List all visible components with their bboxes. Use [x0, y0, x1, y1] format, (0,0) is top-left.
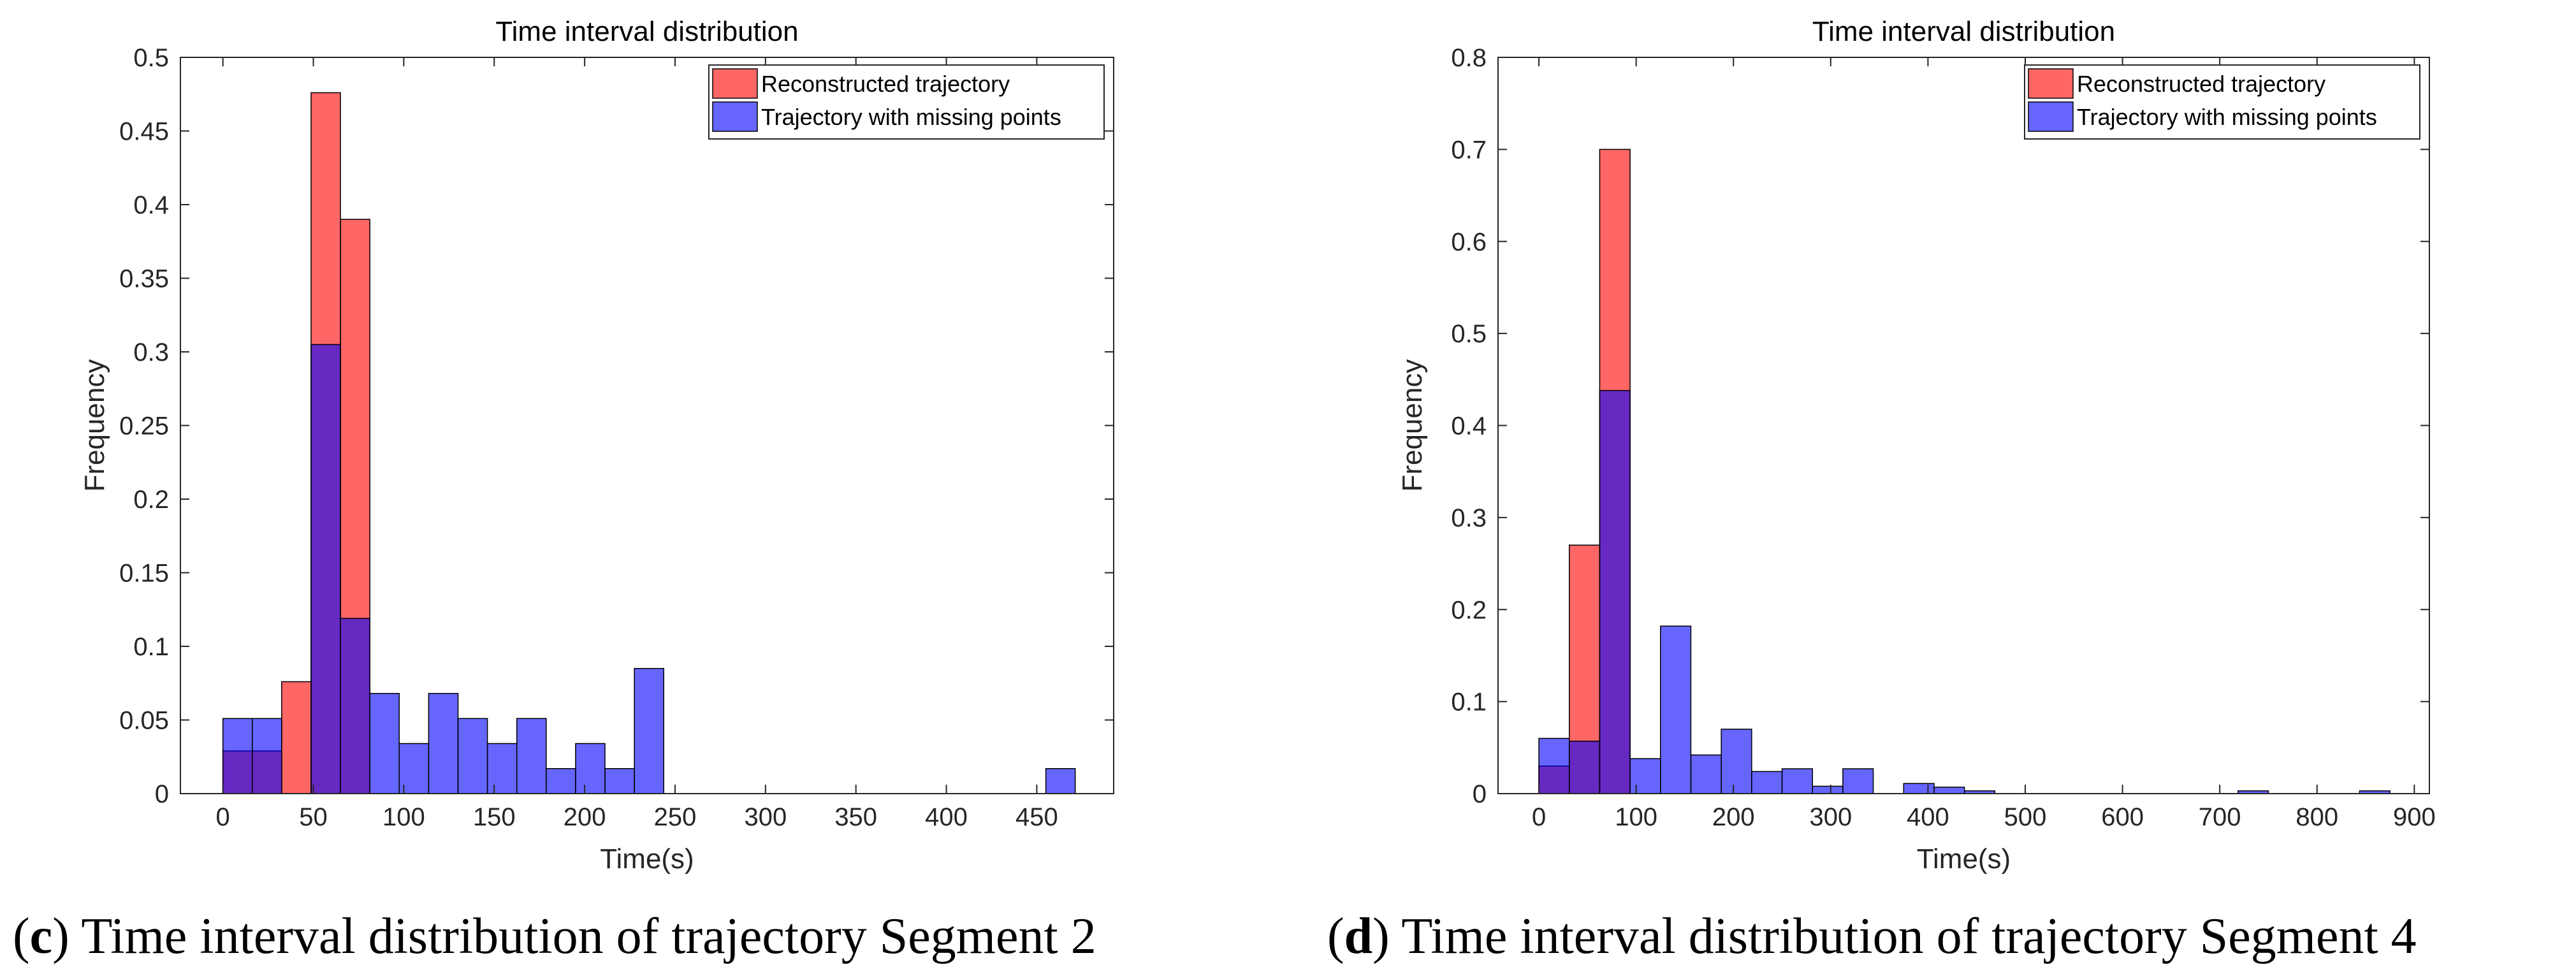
x-tick-label: 100: [382, 803, 425, 831]
caption-part: d: [1344, 908, 1373, 964]
bar: [1045, 767, 1076, 794]
caption: (d) Time interval distribution of trajec…: [1327, 908, 2417, 964]
bar: [1538, 738, 1570, 794]
legend-label: Reconstructed trajectory: [761, 71, 1010, 97]
y-tick-label: 0.2: [133, 486, 169, 514]
y-axis-label: Frequency: [79, 360, 110, 492]
x-tick-label: 400: [925, 803, 968, 831]
y-tick-label: 0.5: [1451, 320, 1487, 348]
y-tick-label: 0: [1473, 780, 1487, 808]
plot-area: [1498, 57, 2429, 794]
chart: 0 50 100 150 200 250 300 350 400 450 0 0.05 0.1 0.15 0…: [13, 16, 1114, 964]
y-tick-label: 0.7: [1451, 136, 1487, 164]
bar: [457, 718, 488, 794]
y-tick-label: 0.05: [119, 707, 169, 735]
x-tick-label: 500: [2004, 803, 2047, 831]
y-tick-label: 0.4: [133, 191, 169, 219]
caption-part: (: [13, 908, 30, 964]
bar: [281, 681, 312, 794]
bar: [1933, 787, 1965, 794]
caption-part: c: [30, 908, 53, 964]
bar: [1842, 768, 1874, 794]
legend-label: Reconstructed trajectory: [2077, 71, 2325, 97]
legend-box: [2024, 64, 2420, 140]
y-axis-label: Frequency: [1397, 360, 1428, 492]
bar: [516, 718, 547, 794]
y-tick-label: 0.1: [133, 633, 169, 661]
bar: [575, 743, 606, 794]
caption-part: ) Time interval distribution of trajecto…: [1372, 908, 2417, 964]
legend-label: Trajectory with missing points: [761, 104, 1061, 130]
bar: [428, 693, 459, 794]
y-tick-label: 0.35: [119, 265, 169, 293]
y-tick-label: 0.3: [133, 338, 169, 367]
caption-part: (: [1327, 908, 1344, 964]
legend: Reconstructed trajectory Trajectory with …: [2024, 64, 2420, 140]
x-tick-label: 300: [744, 803, 787, 831]
bar: [252, 718, 282, 794]
x-tick-label: 0: [216, 803, 230, 831]
x-tick-label: 250: [654, 803, 697, 831]
x-tick-label: 150: [473, 803, 516, 831]
x-tick-label: 200: [1712, 803, 1755, 831]
bar: [1721, 729, 1752, 794]
bar: [1629, 758, 1661, 794]
x-tick-label: 450: [1015, 803, 1058, 831]
bar: [369, 693, 400, 794]
bar: [1569, 740, 1601, 794]
bar: [310, 344, 341, 794]
y-tick-label: 0.1: [1451, 688, 1487, 716]
x-tick-label: 300: [1809, 803, 1852, 831]
y-tick-label: 0.4: [1451, 412, 1487, 440]
y-tick-label: 0.6: [1451, 228, 1487, 256]
bar: [486, 743, 518, 794]
x-tick-label: 0: [1532, 803, 1546, 831]
legend-swatch: [2028, 68, 2074, 99]
bar: [604, 767, 635, 794]
x-tick-label: 100: [1615, 803, 1657, 831]
legend-swatch: [2028, 101, 2074, 132]
bar: [546, 767, 576, 794]
caption-part: ) Time interval distribution of trajecto…: [52, 908, 1096, 964]
y-tick-label: 0.3: [1451, 504, 1487, 532]
chart-title: Time interval distribution: [1812, 16, 2115, 47]
caption: (c) Time interval distribution of trajec…: [13, 908, 1096, 964]
y-tick-label: 0.25: [119, 412, 169, 440]
bar: [1903, 783, 1935, 794]
legend: Reconstructed trajectory Trajectory with …: [708, 64, 1105, 140]
x-tick-label: 600: [2101, 803, 2144, 831]
y-tick-label: 0.15: [119, 560, 169, 588]
x-tick-label: 800: [2296, 803, 2338, 831]
x-tick-label: 400: [1907, 803, 1949, 831]
x-axis-label: Time(s): [600, 843, 694, 875]
bar: [1812, 785, 1844, 794]
x-tick-label: 200: [564, 803, 606, 831]
legend-label: Trajectory with missing points: [2077, 104, 2377, 130]
x-tick-label: 350: [834, 803, 877, 831]
chart-title: Time interval distribution: [495, 16, 798, 47]
legend-box: [708, 64, 1105, 140]
x-tick-label: 700: [2199, 803, 2241, 831]
bar: [222, 718, 253, 794]
y-tick-label: 0.45: [119, 118, 169, 146]
y-tick-label: 0.2: [1451, 596, 1487, 624]
legend-swatch: [712, 68, 758, 99]
bar: [1690, 754, 1722, 794]
bar: [340, 618, 370, 794]
chart: 0 100 200 300 400 500 600 700 800 900 0 0.1 0.2 0.3 0.…: [1327, 16, 2436, 964]
bar: [1599, 389, 1631, 794]
bar: [1660, 625, 1692, 794]
x-tick-label: 50: [299, 803, 328, 831]
y-tick-label: 0.5: [133, 44, 169, 72]
x-axis-label: Time(s): [1917, 843, 2011, 875]
bar: [634, 667, 664, 794]
bar: [1781, 768, 1813, 794]
legend-swatch: [712, 101, 758, 132]
x-tick-label: 900: [2393, 803, 2436, 831]
y-tick-label: 0: [155, 780, 169, 808]
bar: [1751, 771, 1783, 794]
y-tick-label: 0.8: [1451, 44, 1487, 72]
